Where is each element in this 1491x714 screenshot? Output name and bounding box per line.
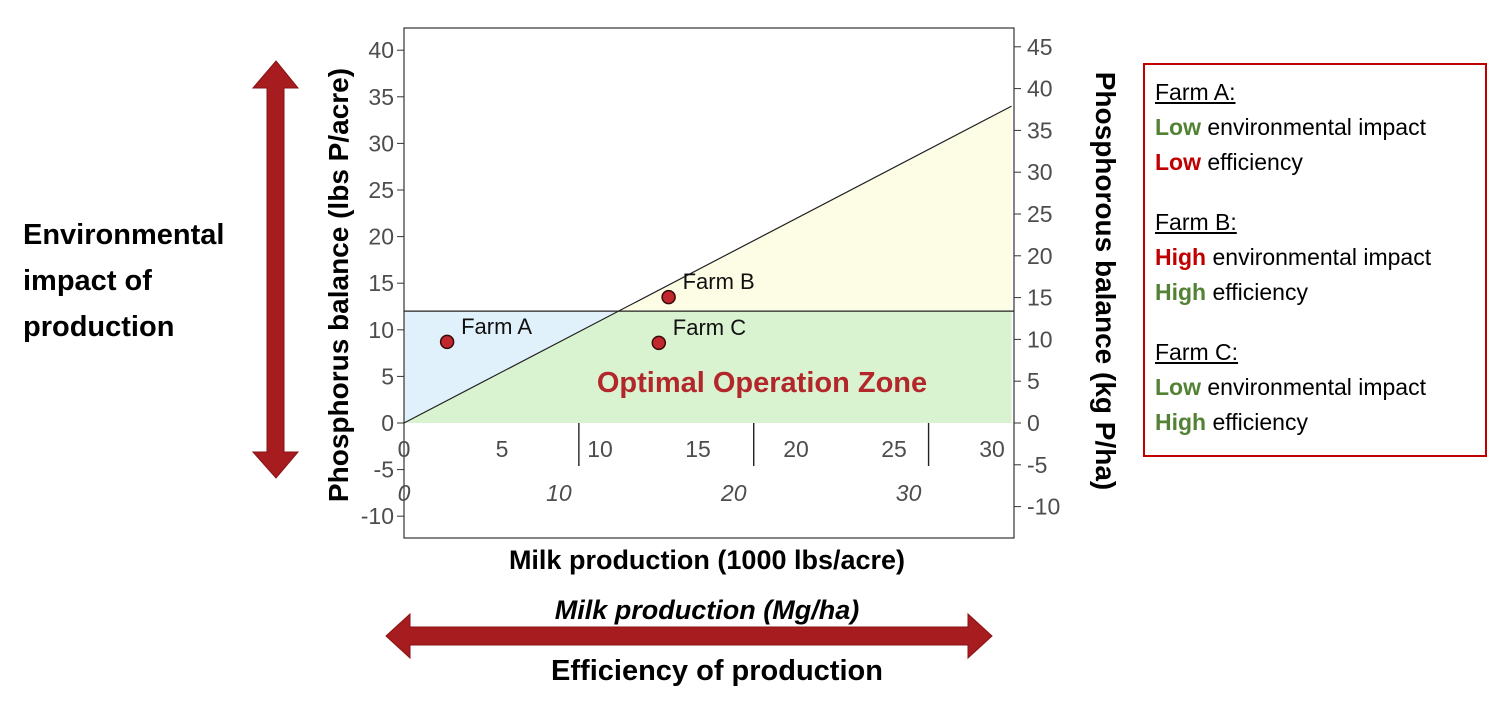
- legend-farm-a-impact: Low environmental impact: [1155, 110, 1485, 145]
- y-right-tick-label: 15: [1027, 285, 1053, 311]
- green-zone: [404, 311, 1012, 423]
- farm-point: [661, 289, 676, 305]
- bottom-annotation: Efficiency of production: [551, 655, 883, 687]
- farm-point-label: Farm B: [683, 269, 755, 294]
- x-secondary-tick-label: 10: [546, 480, 572, 506]
- legend-farm-a-efficiency: Low efficiency: [1155, 145, 1485, 180]
- y-left-tick-label: 20: [368, 224, 394, 250]
- horizontal-arrow-icon: [385, 612, 993, 660]
- legend-text: environmental impact: [1201, 374, 1426, 400]
- x-primary-tick-label: 15: [685, 436, 711, 462]
- x-primary-tick-label: 20: [783, 436, 809, 462]
- legend-text: efficiency: [1206, 409, 1308, 435]
- x-primary-tick-label: 25: [881, 436, 907, 462]
- legend-farm-b: Farm B: High environmental impact High e…: [1155, 205, 1485, 310]
- x-primary-tick-label: 5: [496, 436, 509, 462]
- farm-point-label: Farm C: [673, 315, 746, 340]
- x-secondary-tick-label: 30: [896, 480, 922, 506]
- y-axis-left: -10 -5 0 5 10 15 20 25 30 35 40: [361, 37, 404, 529]
- y-right-tick-label: 5: [1027, 368, 1040, 394]
- y-right-tick-label: 20: [1027, 243, 1053, 269]
- y-left-tick-label: -5: [374, 457, 394, 483]
- legend-farm-b-efficiency: High efficiency: [1155, 275, 1485, 310]
- legend-keyword: High: [1155, 409, 1207, 435]
- left-annotation-line-1: Environmental: [23, 219, 224, 251]
- legend-text: efficiency: [1201, 149, 1303, 175]
- left-annotation-line-2: impact of: [23, 265, 152, 297]
- legend-keyword: Low: [1155, 149, 1201, 175]
- y-axis-right-title: Phosphorous balance (kg P/ha): [1090, 72, 1121, 491]
- y-right-tick-label: 40: [1027, 76, 1053, 102]
- y-left-tick-label: -10: [361, 503, 394, 529]
- y-right-tick-label: 10: [1027, 326, 1053, 352]
- y-right-tick-label: 0: [1027, 410, 1040, 436]
- legend-keyword: High: [1155, 244, 1207, 270]
- y-axis-left-title: Phosphorus balance (lbs P/acre): [323, 68, 354, 502]
- legend-farm-c-efficiency: High efficiency: [1155, 405, 1485, 440]
- left-annotation-line-3: production: [23, 311, 174, 343]
- y-left-tick-label: 40: [368, 37, 394, 63]
- farm-point: [439, 334, 455, 350]
- y-left-tick-label: 25: [368, 177, 394, 203]
- zone-label: Optimal Operation Zone: [597, 367, 927, 399]
- legend-farm-b-impact: High environmental impact: [1155, 240, 1485, 275]
- legend-farm-b-title: Farm B:: [1155, 209, 1237, 235]
- y-right-tick-label: 35: [1027, 117, 1053, 143]
- y-left-tick-label: 15: [368, 270, 394, 296]
- y-left-tick-label: 0: [381, 410, 394, 436]
- legend-farm-a: Farm A: Low environmental impact Low eff…: [1155, 75, 1485, 180]
- legend-text: environmental impact: [1201, 114, 1426, 140]
- legend-text: environmental impact: [1206, 244, 1432, 270]
- data-points: Farm A Farm B Farm C: [439, 269, 755, 351]
- farm-point: [651, 335, 667, 351]
- chart-lines: [403, 105, 1014, 424]
- y-left-tick-label: 35: [368, 84, 394, 110]
- x-primary-tick-label: 0: [398, 436, 411, 462]
- x-axis-primary: 0 5 10 15 20 25 30: [398, 436, 1005, 462]
- vertical-arrow-icon: [251, 60, 300, 479]
- y-left-tick-label: 5: [381, 363, 394, 389]
- legend-farm-c-title: Farm C:: [1155, 339, 1239, 365]
- y-right-tick-label: -10: [1027, 494, 1060, 520]
- x-primary-tick-label: 30: [979, 436, 1005, 462]
- x-axis-primary-title: Milk production (1000 lbs/acre): [509, 545, 905, 575]
- legend-keyword: High: [1155, 279, 1207, 305]
- y-left-tick-label: 10: [368, 317, 394, 343]
- farm-point-label: Farm A: [461, 314, 532, 339]
- y-right-tick-label: -5: [1027, 452, 1047, 478]
- x-secondary-tick-label: 20: [720, 480, 747, 506]
- diagonal-line: [403, 105, 1012, 424]
- x-axis-secondary: 0 10 20 30: [398, 423, 930, 506]
- y-axis-right: -10 -5 0 5 10 15 20 25 30 35 40 45: [1014, 34, 1060, 520]
- legend-keyword: Low: [1155, 114, 1201, 140]
- legend-farm-c: Farm C: Low environmental impact High ef…: [1155, 335, 1485, 440]
- legend-keyword: Low: [1155, 374, 1201, 400]
- legend-farm-c-impact: Low environmental impact: [1155, 370, 1485, 405]
- y-right-tick-label: 30: [1027, 159, 1053, 185]
- x-axis-secondary-title: Milk production (Mg/ha): [555, 595, 859, 625]
- y-right-tick-label: 45: [1027, 34, 1053, 60]
- legend-text: efficiency: [1206, 279, 1308, 305]
- farm-legend: Farm A: Low environmental impact Low eff…: [1143, 63, 1487, 457]
- y-left-tick-label: 30: [368, 130, 394, 156]
- legend-farm-a-title: Farm A:: [1155, 79, 1236, 105]
- x-secondary-tick-label: 0: [398, 480, 411, 506]
- y-right-tick-label: 25: [1027, 201, 1053, 227]
- x-primary-tick-label: 10: [587, 436, 613, 462]
